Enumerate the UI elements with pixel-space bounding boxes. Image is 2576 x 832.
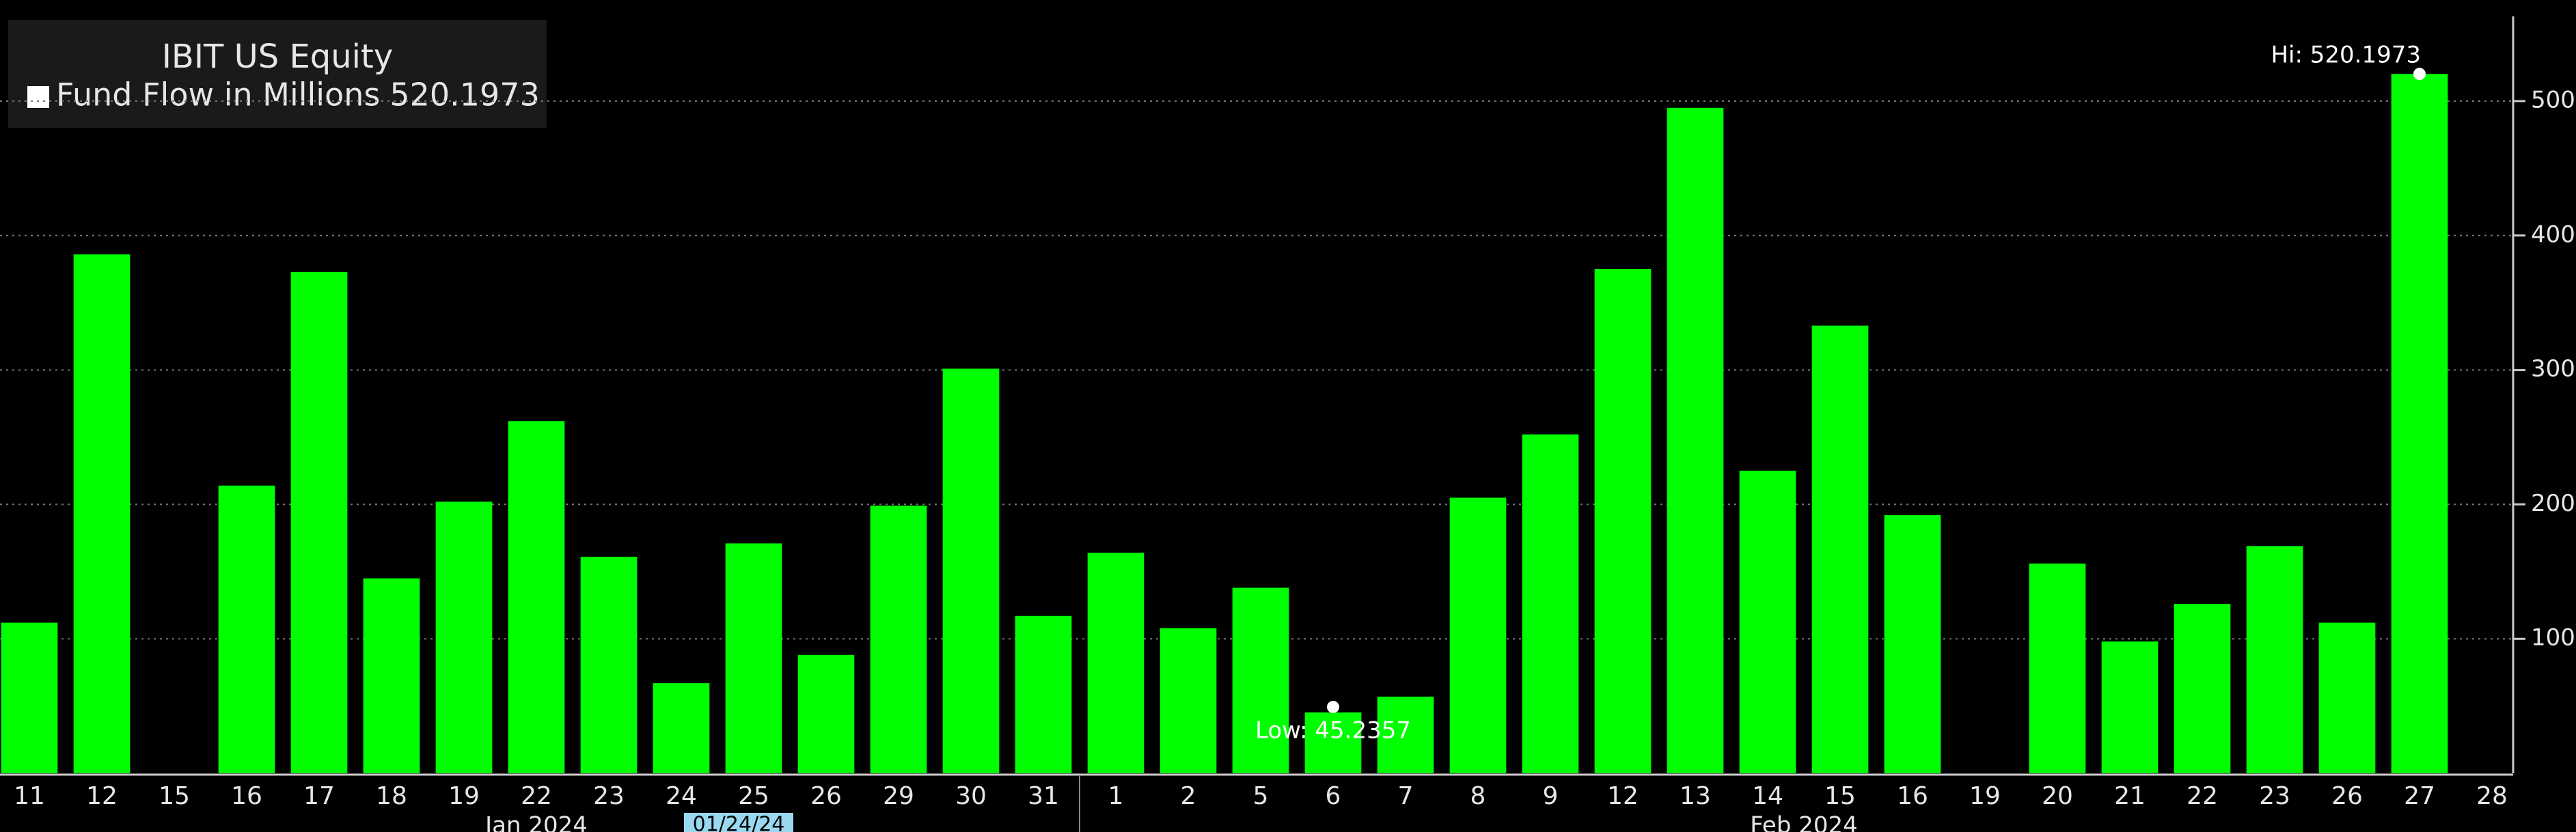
x-tick-label: 16 bbox=[231, 782, 262, 810]
x-tick-label: 11 bbox=[14, 782, 45, 810]
x-tick-label: 26 bbox=[2331, 782, 2363, 810]
bar bbox=[2174, 604, 2231, 773]
x-tick-label: 15 bbox=[159, 782, 190, 810]
x-tick-label: 22 bbox=[2187, 782, 2218, 810]
hi-marker bbox=[2413, 68, 2426, 81]
x-tick-label: 29 bbox=[883, 782, 914, 810]
bar bbox=[1594, 268, 1652, 773]
x-tick-label: 1 bbox=[1108, 782, 1124, 810]
bar bbox=[2391, 74, 2448, 773]
legend-box bbox=[8, 20, 547, 128]
x-tick-label: 13 bbox=[1680, 782, 1711, 810]
y-tick-label: 300 bbox=[2531, 355, 2575, 383]
legend-value: 520.1973 bbox=[389, 77, 540, 113]
bar bbox=[508, 421, 565, 773]
low-marker bbox=[1327, 700, 1339, 713]
bar bbox=[218, 485, 275, 773]
bar bbox=[290, 271, 348, 773]
bar bbox=[1377, 696, 1434, 773]
x-tick-label: 7 bbox=[1398, 782, 1414, 810]
month-label: Jan 2024 bbox=[484, 812, 588, 832]
x-tick-label: 2 bbox=[1181, 782, 1196, 810]
bar bbox=[653, 683, 710, 773]
x-tick-label: 14 bbox=[1752, 782, 1783, 810]
x-tick-label: 15 bbox=[1824, 782, 1856, 810]
bar bbox=[1739, 471, 1796, 773]
cursor-label: 01/24/24 bbox=[693, 813, 785, 832]
bar bbox=[2029, 563, 2086, 773]
bar bbox=[942, 368, 1000, 773]
x-tick-label: 12 bbox=[86, 782, 118, 810]
x-tick-label: 23 bbox=[593, 782, 625, 810]
x-tick-label: 23 bbox=[2259, 782, 2290, 810]
bar bbox=[1, 622, 58, 773]
bar bbox=[1015, 615, 1072, 773]
bar bbox=[1811, 325, 1869, 773]
x-tick-label: 25 bbox=[738, 782, 769, 810]
bar bbox=[1449, 497, 1507, 773]
bar bbox=[1884, 515, 1941, 773]
x-tick-label: 6 bbox=[1326, 782, 1341, 810]
bar bbox=[73, 254, 131, 773]
bar bbox=[2246, 546, 2303, 773]
x-tick-label: 8 bbox=[1470, 782, 1486, 810]
bar bbox=[725, 543, 782, 773]
bar bbox=[797, 654, 855, 773]
x-tick-label: 19 bbox=[1969, 782, 2001, 810]
hi-label: Hi: 520.1973 bbox=[2271, 42, 2421, 69]
legend-swatch bbox=[27, 86, 49, 108]
x-tick-label: 30 bbox=[955, 782, 987, 810]
y-tick-label: 400 bbox=[2531, 221, 2575, 248]
bar bbox=[1232, 587, 1289, 773]
x-tick-label: 31 bbox=[1028, 782, 1059, 810]
x-tick-label: 28 bbox=[2476, 782, 2508, 810]
x-tick-label: 16 bbox=[1897, 782, 1928, 810]
cursor-label-bg bbox=[684, 813, 793, 832]
bar bbox=[1160, 628, 1217, 773]
bar bbox=[2318, 622, 2376, 773]
x-tick-label: 22 bbox=[521, 782, 552, 810]
bar bbox=[1522, 434, 1579, 773]
x-tick-label: 9 bbox=[1543, 782, 1559, 810]
bar bbox=[1667, 107, 1724, 773]
x-tick-label: 24 bbox=[666, 782, 697, 810]
x-tick-label: 18 bbox=[376, 782, 407, 810]
bar bbox=[363, 578, 420, 773]
y-tick-label: 200 bbox=[2531, 490, 2575, 517]
x-tick-label: 12 bbox=[1607, 782, 1639, 810]
y-tick-label: 500 bbox=[2531, 86, 2575, 113]
x-tick-label: 20 bbox=[2042, 782, 2073, 810]
x-tick-label: 5 bbox=[1253, 782, 1269, 810]
bar bbox=[580, 557, 638, 773]
x-tick-label: 19 bbox=[448, 782, 480, 810]
bar bbox=[870, 505, 927, 773]
x-tick-label: 17 bbox=[303, 782, 335, 810]
x-tick-label: 26 bbox=[810, 782, 842, 810]
bar bbox=[2101, 641, 2159, 773]
x-tick-label: 21 bbox=[2114, 782, 2146, 810]
bar bbox=[435, 501, 493, 773]
legend-title: IBIT US Equity bbox=[162, 38, 393, 76]
low-label: Low: 45.2357 bbox=[1255, 717, 1411, 745]
y-tick-label: 100 bbox=[2531, 624, 2575, 652]
legend-entry: Fund Flow in Millions bbox=[56, 77, 380, 113]
bar bbox=[1087, 553, 1145, 773]
month-label: Feb 2024 bbox=[1750, 812, 1858, 832]
x-tick-label: 27 bbox=[2404, 782, 2435, 810]
bar bbox=[1304, 712, 1362, 773]
